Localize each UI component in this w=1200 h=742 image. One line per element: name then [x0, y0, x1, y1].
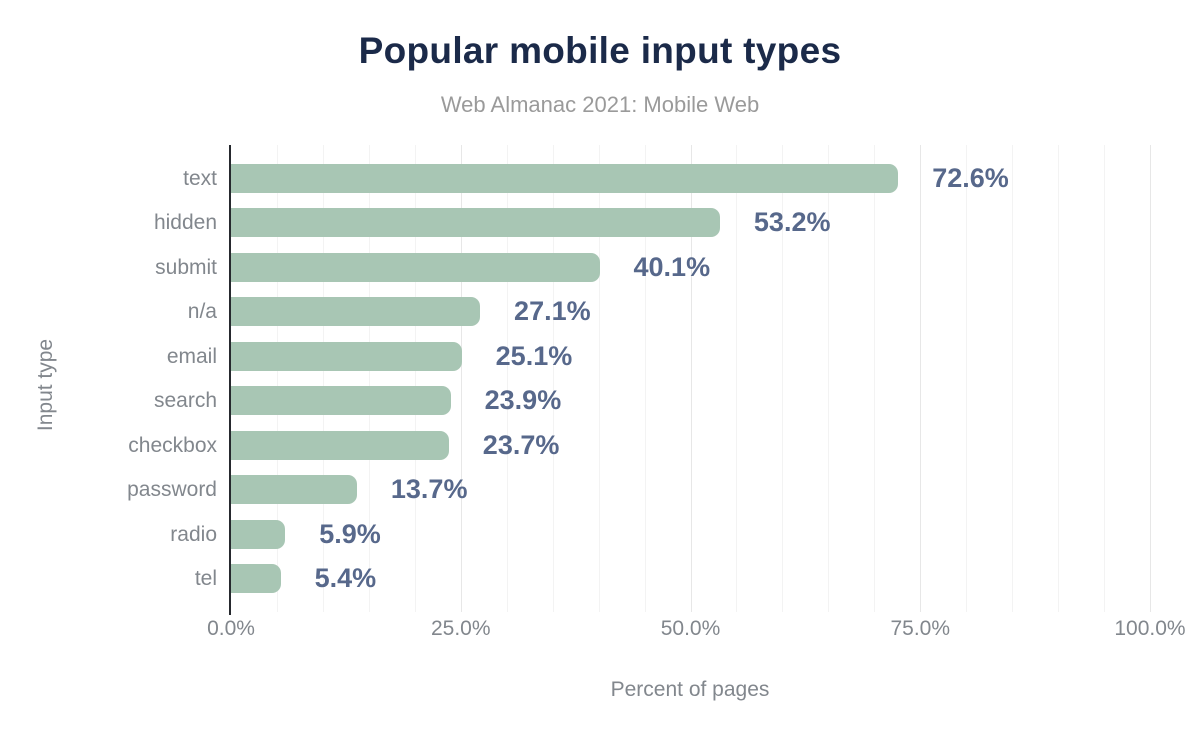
bar-row: checkbox 23.7% [0, 429, 1200, 460]
category-label: search [153, 389, 217, 413]
bar-row: tel 5.4% [0, 563, 1200, 594]
category-label: n/a [187, 300, 217, 324]
category-label: tel [194, 567, 217, 591]
gridline-minor [552, 145, 554, 612]
category-label: hidden [153, 211, 217, 235]
gridline-minor [1104, 145, 1106, 612]
category-label: submit [155, 255, 217, 279]
bar [231, 430, 449, 460]
x-tick-label: 50.0% [660, 617, 721, 640]
x-tick-label: 75.0% [890, 617, 951, 640]
gridline-major [920, 145, 922, 612]
bar-row: password 13.7% [0, 474, 1200, 505]
category-label: password [127, 478, 217, 502]
gridline-minor [874, 145, 876, 612]
bar-row: n/a 27.1% [0, 296, 1200, 327]
value-label: 72.6% [932, 163, 1009, 193]
y-axis-title: Input type [34, 338, 57, 432]
gridline-major [690, 145, 692, 612]
y-axis-line [229, 145, 231, 615]
gridline-minor [322, 145, 324, 612]
bar-row: search 23.9% [0, 385, 1200, 416]
bar [231, 519, 286, 549]
gridline-minor [414, 145, 416, 612]
value-label: 23.7% [482, 429, 560, 460]
value-label: 5.4% [314, 563, 377, 594]
value-label: 25.1% [495, 340, 573, 371]
bar [231, 297, 481, 327]
gridline-minor [598, 145, 600, 612]
x-tick-label: 100.0% [1114, 617, 1186, 640]
value-label: 27.1% [514, 296, 591, 327]
value-label: 23.9% [484, 385, 562, 416]
gridline-minor [368, 145, 370, 612]
bar [231, 164, 899, 193]
bar-row: hidden 53.2% [0, 207, 1200, 238]
bar-row: text 72.6% [0, 164, 1200, 193]
gridline-minor [644, 145, 646, 612]
gridline-minor [1058, 145, 1060, 612]
chart-title: Popular mobile input types [358, 30, 842, 71]
category-label: checkbox [128, 433, 217, 457]
bar-row: email 25.1% [0, 340, 1200, 371]
value-label: 40.1% [633, 251, 711, 282]
bar [231, 475, 357, 505]
bar [231, 252, 600, 282]
gridline-major [1150, 145, 1151, 612]
x-axis-title: Percent of pages [610, 678, 770, 701]
gridline-minor [828, 145, 830, 612]
chart-subtitle: Web Almanac 2021: Mobile Web [440, 92, 760, 117]
value-label: 13.7% [390, 474, 468, 505]
bar [231, 564, 281, 594]
gridline-major [460, 145, 462, 612]
bar [231, 386, 451, 416]
category-label: text [183, 167, 217, 190]
x-tick-label: 0.0% [207, 617, 255, 640]
bar [231, 208, 720, 238]
value-label: 5.9% [319, 518, 381, 549]
gridline-minor [1012, 145, 1014, 612]
bar-row: submit 40.1% [0, 251, 1200, 282]
x-tick-label: 25.0% [430, 617, 491, 640]
category-label: email [166, 344, 217, 368]
gridline-minor [782, 145, 784, 612]
bar-row: radio 5.9% [0, 518, 1200, 549]
gridline-minor [966, 145, 968, 612]
bar [231, 341, 462, 371]
gridline-minor [506, 145, 508, 612]
gridline-minor [276, 145, 278, 612]
category-label: radio [170, 522, 217, 546]
gridline-minor [736, 145, 738, 612]
value-label: 53.2% [753, 207, 831, 238]
